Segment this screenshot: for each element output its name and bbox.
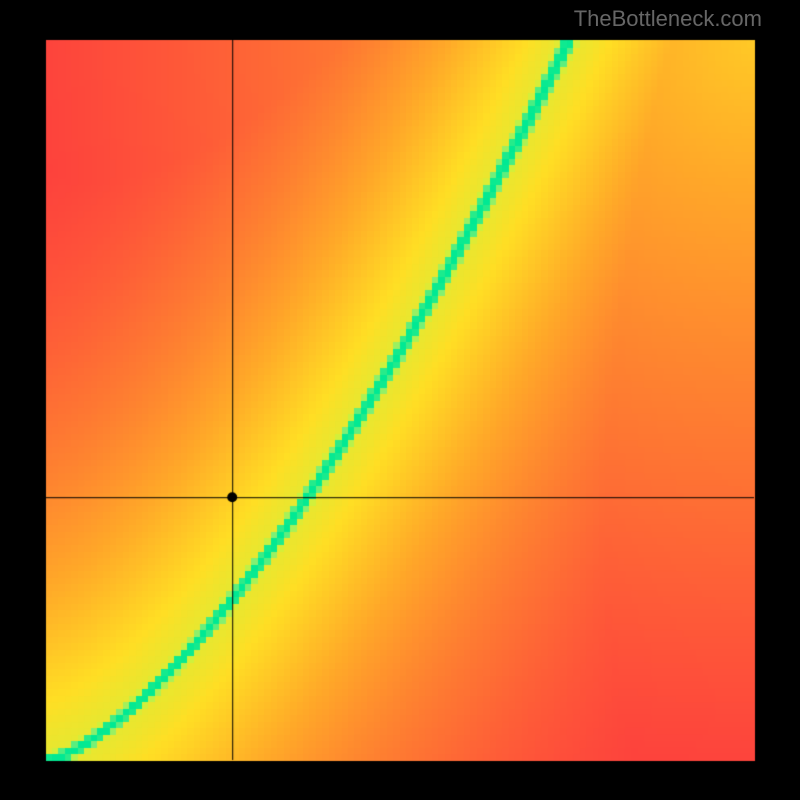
watermark-text: TheBottleneck.com (574, 6, 762, 32)
chart-container: { "watermark": { "text": "TheBottleneck.… (0, 0, 800, 800)
bottleneck-heatmap (0, 0, 800, 800)
